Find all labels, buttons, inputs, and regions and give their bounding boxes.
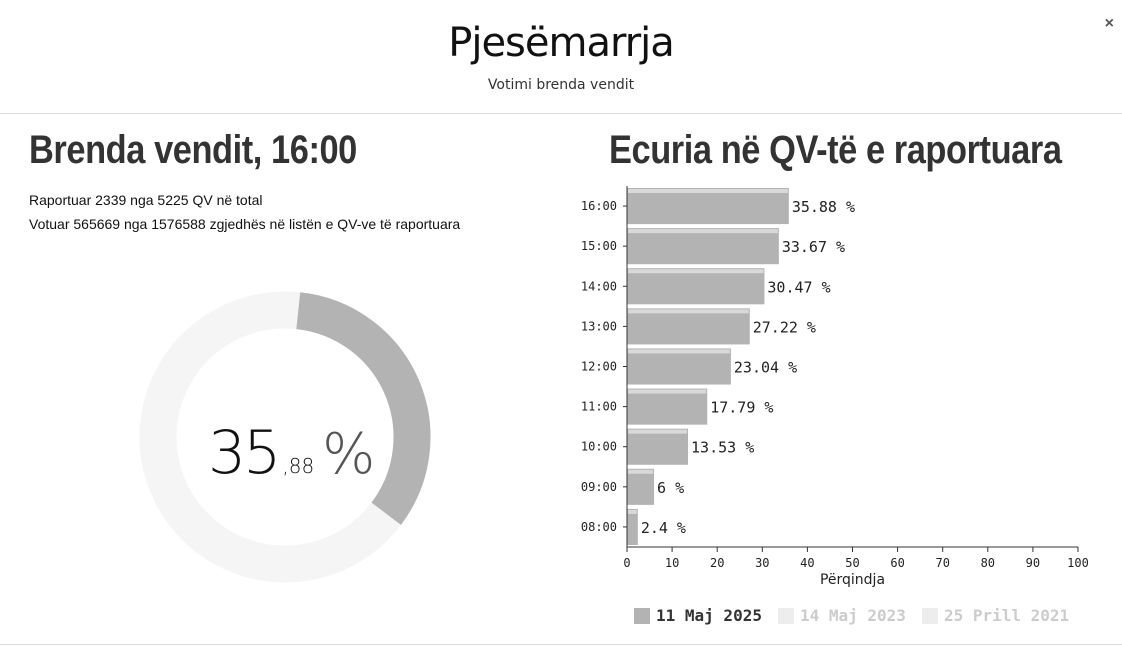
bar-highlight-0800 (628, 509, 637, 514)
x-tick-label: 0 (623, 556, 630, 570)
right-section-title: Ecuria në QV-të e raportuara (609, 128, 1062, 172)
page-subtitle: Votimi brenda vendit (487, 77, 635, 93)
bar-1500 (627, 228, 779, 265)
y-tick-label: 15:00 (581, 239, 617, 253)
page-title: Pjesëmarrja (448, 20, 675, 66)
data-label: 17.79 % (710, 399, 773, 417)
data-label: 30.47 % (767, 278, 830, 296)
x-axis-label: Përqindja (820, 572, 885, 588)
turnout-progress-bar-chart: 16:00 35.88 % 15:00 33.67 % 14:00 30.47 % 13:0… (581, 186, 1089, 588)
x-tick-label: 60 (890, 556, 904, 570)
x-tick-label: 90 (1026, 556, 1040, 570)
legend-swatch-2021 (921, 607, 938, 624)
bar-1400 (627, 268, 765, 305)
bar-highlight-1600 (628, 189, 788, 194)
bar-1000 (627, 428, 689, 465)
left-section-title: Brenda vendit, 16:00 (29, 128, 357, 172)
x-tick-label: 80 (981, 556, 995, 570)
bar-highlight-0900 (628, 469, 654, 474)
footer-divider (0, 644, 1122, 645)
legend-item-2023[interactable]: 14 Maj 2023 (777, 606, 906, 625)
bar-1600 (627, 188, 789, 225)
x-tick-label: 30 (755, 556, 769, 570)
data-label: 23.04 % (734, 359, 797, 377)
bar-1200 (627, 348, 731, 385)
data-label: 2.4 % (641, 519, 686, 537)
legend-label-2025: 11 Maj 2025 (656, 606, 762, 625)
y-tick-label: 12:00 (581, 360, 617, 374)
bar-1300 (627, 308, 750, 345)
data-label: 6 % (657, 479, 684, 497)
legend-label-2023: 14 Maj 2023 (799, 606, 906, 625)
chart-legend: 11 Maj 2025 14 Maj 2023 25 Prill 2021 (634, 606, 1069, 625)
data-label: 33.67 % (782, 238, 845, 256)
x-tick-label: 70 (935, 556, 949, 570)
y-tick-label: 16:00 (581, 199, 617, 213)
bar-highlight-1300 (628, 309, 749, 314)
close-button[interactable]: × (1104, 15, 1114, 32)
bar-highlight-1400 (628, 269, 764, 274)
y-tick-label: 08:00 (581, 520, 617, 534)
legend-swatch-2025 (634, 607, 650, 624)
x-tick-label: 100 (1067, 556, 1089, 570)
turnout-percentage-decimal: ,88 (282, 454, 315, 478)
turnout-percentage-sign: % (322, 422, 376, 487)
y-tick-label: 14:00 (581, 279, 617, 293)
x-tick-label: 40 (800, 556, 814, 570)
x-tick-label: 10 (665, 556, 679, 570)
bar-highlight-1500 (628, 229, 778, 234)
bar-1100 (627, 388, 708, 425)
turnout-donut-chart (139, 291, 431, 583)
bar-highlight-1200 (628, 349, 730, 354)
x-tick-label: 20 (710, 556, 724, 570)
turnout-percentage: 35,88% (208, 418, 375, 488)
data-label: 13.53 % (691, 439, 754, 457)
y-tick-label: 13:00 (581, 319, 617, 333)
y-tick-label: 09:00 (581, 480, 617, 494)
legend-item-2025[interactable]: 11 Maj 2025 (634, 606, 762, 625)
header: Pjesëmarrja Votimi brenda vendit (0, 0, 1122, 114)
bar-0900 (627, 468, 655, 505)
legend-label-2021: 25 Prill 2021 (943, 606, 1070, 625)
legend-swatch-2023 (777, 607, 794, 624)
x-tick-label: 50 (845, 556, 859, 570)
y-tick-label: 10:00 (581, 440, 617, 454)
bar-0800 (627, 508, 638, 545)
reported-stations-text: Raportuar 2339 nga 5225 QV në total (29, 192, 263, 208)
data-label: 35.88 % (792, 198, 855, 216)
donut-value-arc (295, 292, 431, 525)
bar-highlight-1100 (628, 389, 707, 394)
turnout-percentage-integer: 35 (208, 418, 281, 488)
bar-highlight-1000 (628, 429, 688, 434)
data-label: 27.22 % (753, 318, 816, 336)
y-tick-label: 11:00 (581, 400, 617, 414)
voters-text: Votuar 565669 nga 1576588 zgjedhës në li… (29, 216, 461, 232)
legend-item-2021[interactable]: 25 Prill 2021 (921, 606, 1070, 625)
